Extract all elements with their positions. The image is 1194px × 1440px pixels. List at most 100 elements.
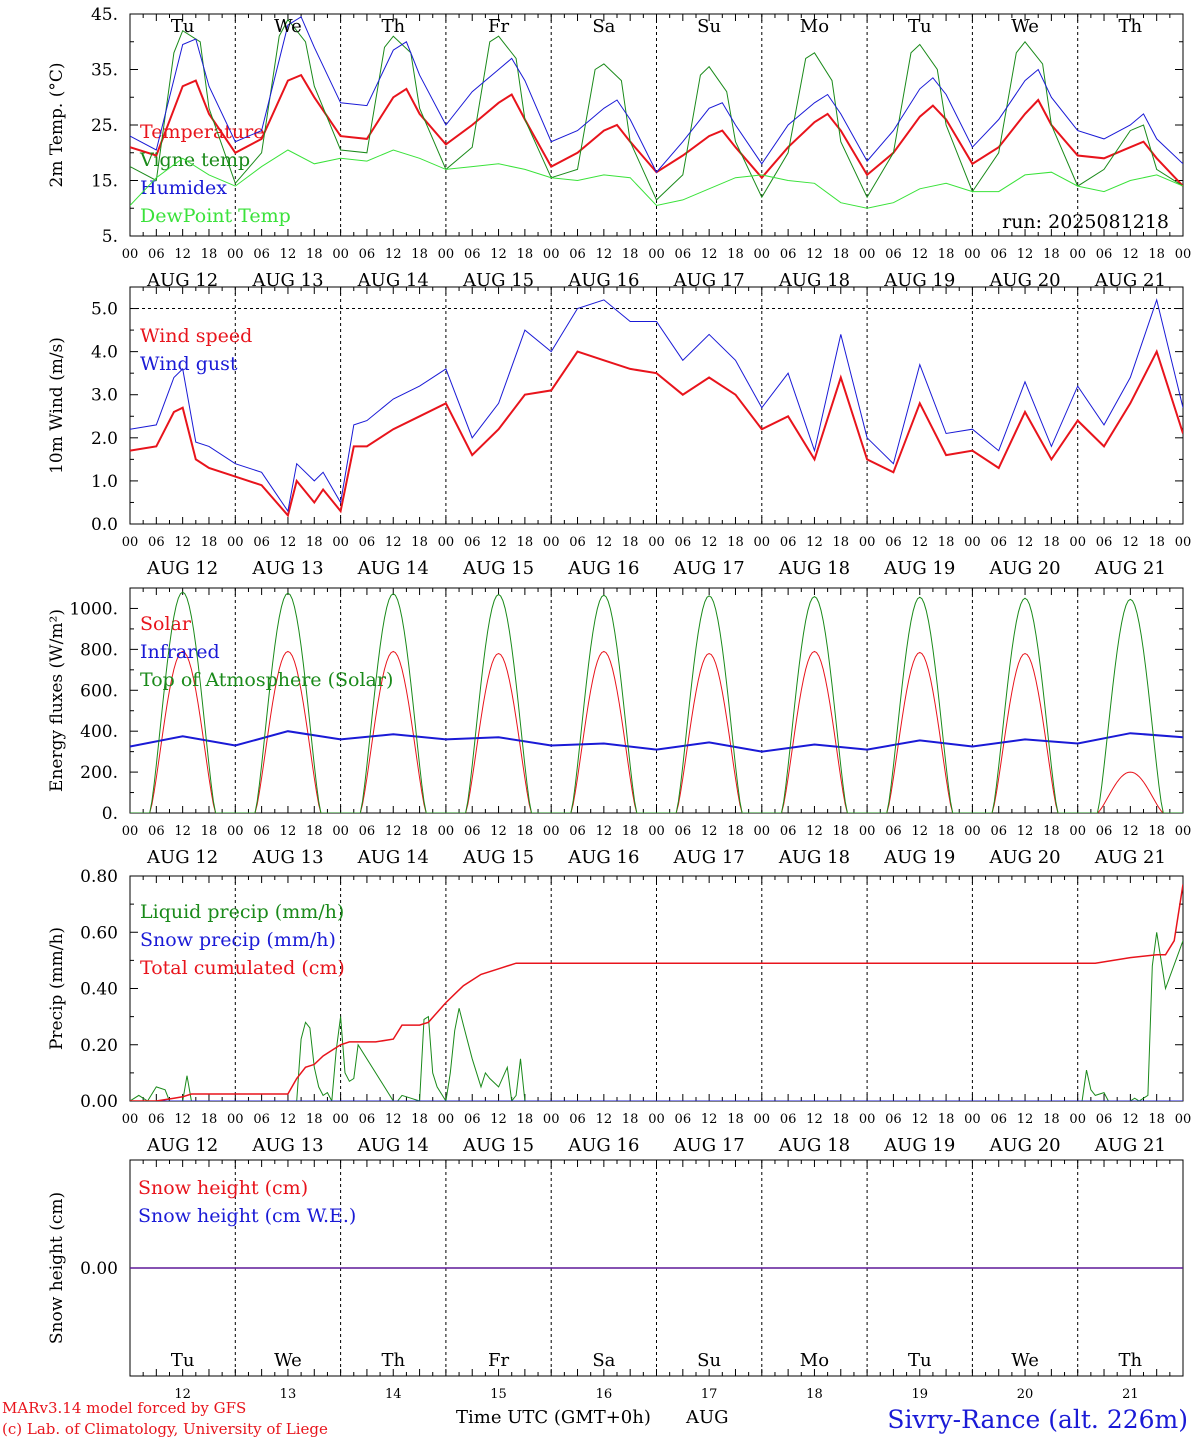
hour-tick-label: 00: [859, 1112, 876, 1127]
hour-tick-label: 18: [411, 535, 428, 550]
hour-tick-label: 06: [253, 535, 270, 550]
hour-tick-label: 18: [727, 824, 744, 839]
hour-tick-label: 06: [253, 247, 270, 262]
date-label: AUG 18: [778, 558, 850, 579]
hour-tick-label: 06: [569, 247, 586, 262]
hour-tick-label: 06: [569, 824, 586, 839]
hour-tick-label: 18: [1148, 1112, 1165, 1127]
date-label: AUG 15: [462, 270, 534, 291]
hour-tick-label: 06: [990, 1112, 1007, 1127]
weekday-label: Th: [381, 16, 405, 37]
hour-tick-label: 06: [1096, 247, 1113, 262]
weekday-label: Tu: [171, 1350, 195, 1371]
date-label: AUG 12: [146, 847, 218, 868]
y-tick-label: 0.: [102, 804, 118, 824]
footer-model: MARv3.14 model forced by GFS: [2, 1399, 246, 1417]
hour-tick-label: 18: [1148, 824, 1165, 839]
hour-tick-label: 18: [622, 535, 639, 550]
hour-tick-label: 18: [833, 824, 850, 839]
hour-tick-label: 06: [885, 535, 902, 550]
hour-tick-label: 00: [648, 535, 665, 550]
day-number: 20: [1017, 1387, 1034, 1402]
series-liquid-precip-mm-h-: [130, 932, 1183, 1101]
hour-tick-label: 12: [1017, 535, 1034, 550]
hour-tick-label: 06: [675, 247, 692, 262]
hour-tick-label: 12: [701, 535, 718, 550]
hour-tick-label: 06: [675, 1112, 692, 1127]
panel-2: 0.0 1.0 2.0 3.0 4.0 5.0 10m Wind (m/s) Wind spe…: [47, 286, 1192, 579]
hour-tick-label: 06: [464, 824, 481, 839]
hour-tick-label: 00: [1175, 535, 1192, 550]
hour-tick-label: 12: [596, 824, 613, 839]
hour-tick-label: 18: [517, 247, 534, 262]
panel-5: 0.00 Snow height (cm) Snow height (cm) Snow…: [47, 1159, 1184, 1377]
hour-tick-label: 18: [411, 247, 428, 262]
hour-tick-label: 12: [911, 824, 928, 839]
hour-tick-label: 18: [411, 824, 428, 839]
hour-tick-label: 12: [385, 824, 402, 839]
hour-tick-label: 00: [964, 247, 981, 262]
hour-tick-label: 06: [780, 824, 797, 839]
day-number: 12: [174, 1387, 191, 1402]
y-tick-label: 3.0: [91, 386, 118, 406]
series-solar: [130, 650, 1183, 813]
hour-tick-label: 00: [1069, 247, 1086, 262]
hour-tick-label: 00: [648, 824, 665, 839]
hour-tick-label: 06: [780, 535, 797, 550]
series-infrared: [130, 730, 1183, 753]
date-label: AUG 16: [567, 847, 639, 868]
hour-tick-label: 18: [306, 824, 323, 839]
hour-tick-label: 00: [122, 824, 139, 839]
hour-tick-label: 00: [964, 1112, 981, 1127]
hour-tick-label: 12: [385, 1112, 402, 1127]
hour-tick-label: 12: [1122, 824, 1139, 839]
weekday-label: Tu: [171, 16, 195, 37]
date-label: AUG 13: [251, 847, 323, 868]
hour-tick-label: 18: [938, 824, 955, 839]
hour-tick-label: 12: [385, 247, 402, 262]
series-wind-speed: [130, 348, 1183, 518]
x-axis-title: Time UTC (GMT+0h): [456, 1407, 651, 1428]
hour-tick-label: 12: [280, 535, 297, 550]
hour-tick-label: 12: [174, 824, 191, 839]
y-tick-label: 0.20: [80, 1036, 118, 1056]
weekday-label: Mo: [800, 1350, 829, 1371]
hour-tick-label: 18: [411, 1112, 428, 1127]
date-label: AUG 20: [988, 1135, 1060, 1156]
y-tick-label: 800.: [80, 640, 118, 660]
hour-tick-label: 06: [464, 247, 481, 262]
station-name: Sivry-Rance (alt. 226m): [887, 1405, 1188, 1434]
hour-tick-label: 06: [359, 247, 376, 262]
hour-tick-label: 12: [596, 535, 613, 550]
plot-frame: [129, 587, 1184, 814]
hour-tick-label: 18: [622, 1112, 639, 1127]
weekday-label: Sa: [592, 1350, 615, 1371]
hour-tick-label: 12: [490, 535, 507, 550]
hour-tick-label: 18: [517, 824, 534, 839]
hour-tick-label: 00: [648, 247, 665, 262]
hour-tick-label: 12: [1122, 247, 1139, 262]
hour-tick-label: 06: [885, 247, 902, 262]
y-tick-label: 600.: [80, 681, 118, 701]
hour-tick-label: 00: [122, 1112, 139, 1127]
hour-tick-label: 00: [543, 1112, 560, 1127]
date-label: AUG 18: [778, 1135, 850, 1156]
date-label: AUG 21: [1094, 1135, 1166, 1156]
plot-frame: [129, 286, 1184, 525]
hour-tick-label: 06: [780, 247, 797, 262]
hour-tick-label: 06: [148, 535, 165, 550]
legend-snow-height-cm-: Snow height (cm): [138, 1177, 308, 1199]
hour-tick-label: 06: [885, 824, 902, 839]
hour-tick-label: 18: [1043, 1112, 1060, 1127]
footer-lab: (c) Lab. of Climatology, University of L…: [2, 1420, 328, 1438]
panel-4: 0.00 0.20 0.40 0.60 0.80 Precip (mm/h) Liquid …: [47, 867, 1191, 1156]
y-tick-label: 45.: [91, 5, 118, 25]
hour-tick-label: 12: [911, 535, 928, 550]
hour-tick-label: 06: [990, 824, 1007, 839]
hour-tick-label: 00: [332, 1112, 349, 1127]
hour-tick-label: 00: [754, 1112, 771, 1127]
hour-tick-label: 12: [806, 824, 823, 839]
hour-tick-label: 00: [122, 535, 139, 550]
weekday-label: Su: [697, 1350, 721, 1371]
